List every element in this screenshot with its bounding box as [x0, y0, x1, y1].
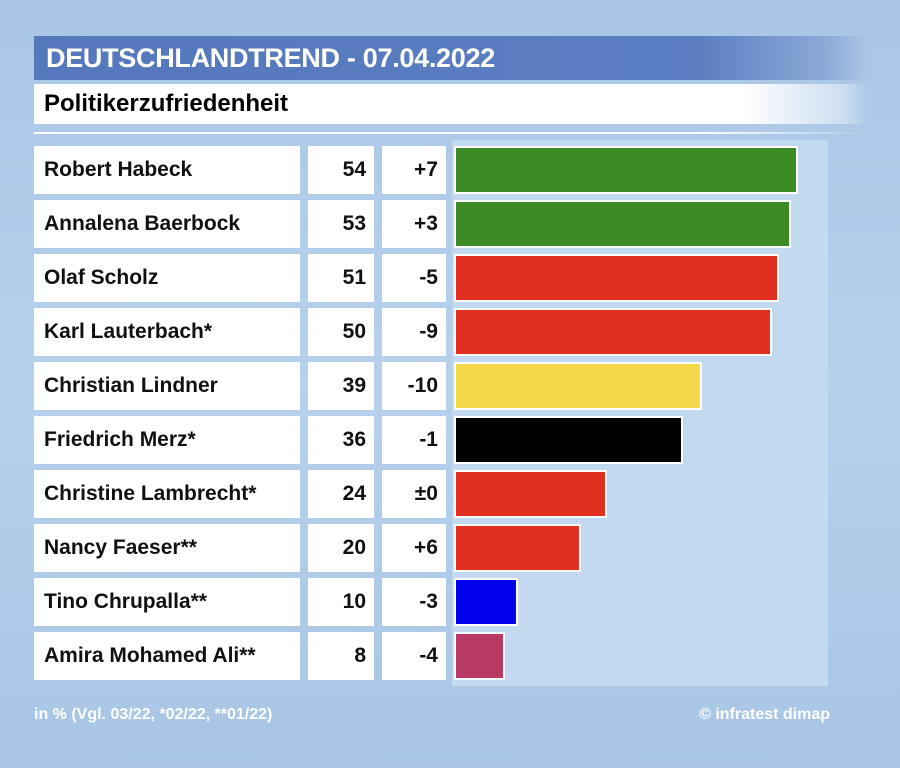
source-credit: © infratest dimap	[699, 706, 830, 723]
bar-christine-lambrecht	[454, 470, 607, 518]
bar-olaf-scholz	[454, 254, 779, 302]
row-value-christine-lambrecht: 24	[308, 470, 374, 518]
row-value-nancy-faeser: 20	[308, 524, 374, 572]
bar-tino-chrupalla	[454, 578, 518, 626]
row-name-karl-lauterbach: Karl Lauterbach*	[34, 308, 300, 356]
bar-friedrich-merz	[454, 416, 683, 464]
row-change-christian-lindner: -10	[382, 362, 446, 410]
bar-christian-lindner	[454, 362, 702, 410]
row-change-robert-habeck: +7	[382, 146, 446, 194]
row-name-tino-chrupalla: Tino Chrupalla**	[34, 578, 300, 626]
bar-robert-habeck	[454, 146, 798, 194]
row-change-nancy-faeser: +6	[382, 524, 446, 572]
row-name-olaf-scholz: Olaf Scholz	[34, 254, 300, 302]
row-name-nancy-faeser: Nancy Faeser**	[34, 524, 300, 572]
footnote: in % (Vgl. 03/22, *02/22, **01/22)	[34, 706, 273, 723]
row-change-amira-mohamed-ali: -4	[382, 632, 446, 680]
row-value-karl-lauterbach: 50	[308, 308, 374, 356]
row-name-friedrich-merz: Friedrich Merz*	[34, 416, 300, 464]
row-name-christian-lindner: Christian Lindner	[34, 362, 300, 410]
row-change-olaf-scholz: -5	[382, 254, 446, 302]
chart-title: DEUTSCHLANDTREND - 07.04.2022	[34, 36, 868, 80]
row-name-amira-mohamed-ali: Amira Mohamed Ali**	[34, 632, 300, 680]
row-change-karl-lauterbach: -9	[382, 308, 446, 356]
row-value-christian-lindner: 39	[308, 362, 374, 410]
row-value-robert-habeck: 54	[308, 146, 374, 194]
row-name-annalena-baerbock: Annalena Baerbock	[34, 200, 300, 248]
row-value-olaf-scholz: 51	[308, 254, 374, 302]
row-name-christine-lambrecht: Christine Lambrecht*	[34, 470, 300, 518]
bar-karl-lauterbach	[454, 308, 772, 356]
row-change-friedrich-merz: -1	[382, 416, 446, 464]
row-value-friedrich-merz: 36	[308, 416, 374, 464]
bar-nancy-faeser	[454, 524, 581, 572]
row-change-tino-chrupalla: -3	[382, 578, 446, 626]
row-value-amira-mohamed-ali: 8	[308, 632, 374, 680]
row-name-robert-habeck: Robert Habeck	[34, 146, 300, 194]
row-value-annalena-baerbock: 53	[308, 200, 374, 248]
row-value-tino-chrupalla: 10	[308, 578, 374, 626]
bar-amira-mohamed-ali	[454, 632, 505, 680]
bar-annalena-baerbock	[454, 200, 791, 248]
row-change-annalena-baerbock: +3	[382, 200, 446, 248]
header-divider	[34, 132, 868, 134]
chart-subtitle: Politikerzufriedenheit	[34, 84, 868, 124]
row-change-christine-lambrecht: ±0	[382, 470, 446, 518]
